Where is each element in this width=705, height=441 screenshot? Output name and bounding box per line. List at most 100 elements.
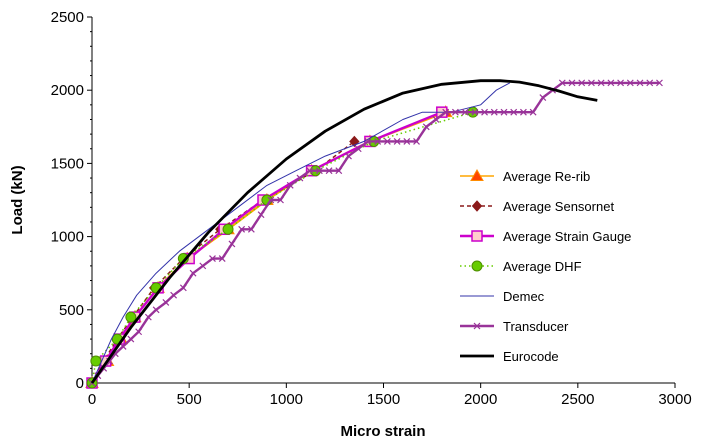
legend-label: Average Re-rib [503, 169, 590, 184]
data-point-x [578, 79, 586, 87]
data-point-x [306, 167, 314, 175]
data-point-x [597, 79, 605, 87]
data-point-x [296, 174, 304, 182]
legend-item: Average Sensornet [460, 199, 614, 214]
legend-label: Transducer [503, 319, 569, 334]
legend-item: Demec [460, 289, 545, 304]
y-axis-title: Load (kN) [9, 165, 26, 234]
legend-item: Eurocode [460, 349, 559, 364]
legend-item: Average Strain Gauge [460, 229, 631, 244]
data-point-x [558, 79, 566, 87]
legend-label: Average DHF [503, 259, 582, 274]
data-point-x [393, 138, 401, 145]
legend-label: Average Strain Gauge [503, 229, 631, 244]
data-point-x [481, 108, 488, 116]
series-transducer [88, 79, 663, 387]
data-point-x [451, 108, 459, 116]
data-point-x [383, 138, 391, 145]
legend-label: Average Sensornet [503, 199, 614, 214]
series-demec [91, 82, 511, 384]
x-ticks: 0 500 1000 1500 2000 2500 3000 [88, 383, 692, 408]
data-point-x [199, 262, 207, 270]
series-line [91, 111, 474, 384]
series-layer [85, 79, 663, 389]
data-point-x [413, 138, 420, 145]
x-tick-label: 3000 [658, 391, 691, 408]
data-point-x [135, 328, 143, 336]
legend-item: Average DHF [460, 259, 582, 274]
data-point-circle [471, 260, 483, 272]
data-point-x [473, 322, 481, 330]
data-point-x [529, 108, 537, 116]
series-eurocode [90, 79, 598, 384]
data-point-x [422, 123, 430, 131]
y-tick-label: 0 [76, 375, 84, 392]
data-point-x [636, 79, 644, 87]
data-point-triangle [470, 168, 484, 181]
x-tick-label: 500 [177, 391, 202, 408]
legend-label: Eurocode [503, 349, 559, 364]
y-tick-label: 1000 [51, 229, 84, 246]
y-ticks: 0 500 1000 1500 2000 2500 [51, 9, 92, 392]
data-point-x [238, 225, 246, 233]
data-point-x [209, 255, 216, 262]
legend-item: Transducer [460, 319, 569, 334]
data-point-x [354, 145, 362, 153]
data-point-x [588, 79, 595, 87]
data-point-x [325, 167, 333, 175]
x-tick-label: 1000 [270, 391, 303, 408]
data-point-x [461, 108, 469, 116]
data-point-x [218, 255, 226, 262]
data-point-x [247, 225, 255, 233]
x-axis-title: Micro strain [340, 423, 425, 440]
x-tick-label: 2000 [464, 391, 497, 408]
data-point-circle [125, 311, 137, 323]
x-tick-label: 2500 [561, 391, 594, 408]
series-line [91, 140, 355, 384]
data-point-x [286, 181, 294, 189]
data-point-x [335, 167, 343, 175]
data-point-x [267, 196, 275, 204]
data-point-x [568, 79, 576, 87]
x-tick-label: 1500 [367, 391, 400, 408]
data-point-x [315, 167, 323, 175]
y-tick-label: 1500 [51, 155, 84, 172]
plot-area: 0 500 1000 1500 2000 2500 3000 0 500 1000 1500 200… [51, 9, 692, 408]
data-point-x [345, 152, 352, 160]
y-tick-label: 2500 [51, 9, 84, 26]
data-point-circle [90, 355, 102, 367]
data-point-x [179, 284, 187, 292]
data-point-x [152, 306, 160, 314]
data-point-x [257, 211, 265, 219]
data-point-square [471, 230, 483, 242]
data-point-x [189, 269, 197, 277]
legend-label: Demec [503, 289, 545, 304]
data-point-x [646, 79, 654, 87]
data-point-x [626, 79, 634, 87]
data-point-x [519, 108, 527, 116]
data-point-x [539, 94, 547, 101]
legend: Average Re-rib Average Sensornet Average S… [460, 168, 631, 364]
series-line [90, 79, 598, 384]
data-point-x [607, 79, 615, 87]
data-point-x [510, 108, 518, 116]
data-point-x [127, 335, 135, 343]
data-point-x [170, 291, 178, 299]
series-average-dhf [86, 106, 479, 389]
series-line [91, 111, 447, 384]
y-tick-label: 500 [59, 302, 84, 319]
data-point-x [656, 79, 663, 87]
data-point-diamond [471, 200, 483, 212]
series-average-re-rib [85, 105, 453, 388]
data-point-x [500, 108, 508, 116]
data-point-x [442, 108, 450, 116]
data-point-x [277, 196, 284, 204]
series-average-strain-gauge [86, 106, 448, 389]
y-tick-label: 2000 [51, 82, 84, 99]
data-point-circle [222, 223, 234, 235]
legend-item: Average Re-rib [460, 168, 590, 184]
data-point-x [432, 116, 440, 123]
data-point-x [617, 79, 625, 87]
data-point-x [228, 240, 236, 248]
